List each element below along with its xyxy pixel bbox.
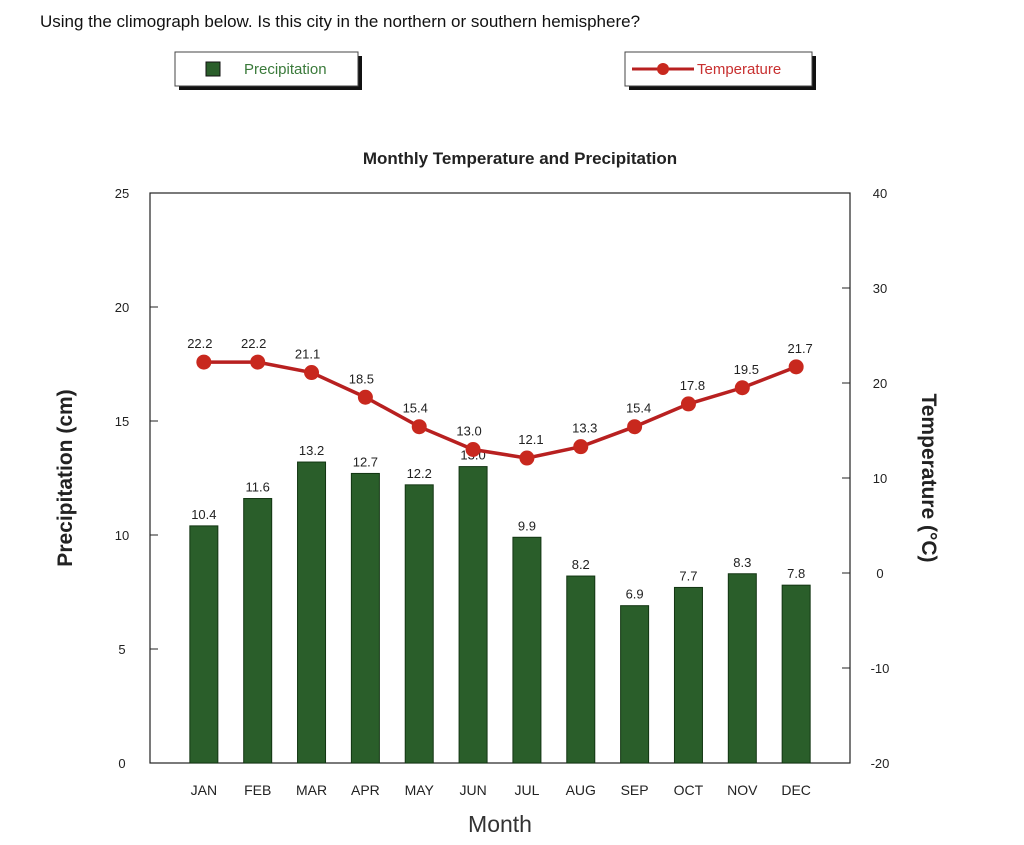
temperature-data-label: 15.4 [403, 401, 428, 416]
precip-data-label: 6.9 [626, 587, 644, 602]
precip-data-label: 9.9 [518, 518, 536, 533]
precip-data-label: 8.2 [572, 557, 590, 572]
precip-bar [781, 584, 811, 764]
x-tick-label: SEP [621, 782, 649, 798]
temperature-data-label: 21.1 [295, 347, 320, 362]
x-tick-label: OCT [674, 782, 704, 798]
precip-data-label: 13.2 [299, 443, 324, 458]
legend-temperature-label: Temperature [697, 61, 781, 78]
left-tick-label: 25 [115, 186, 129, 201]
left-tick-label: 5 [118, 642, 125, 657]
x-tick-label: FEB [244, 782, 271, 798]
precip-data-label: 10.4 [191, 507, 216, 522]
right-tick-label: 0 [876, 566, 883, 581]
precip-data-label: 12.2 [407, 466, 432, 481]
temperature-point [357, 389, 373, 405]
temperature-data-label: 13.0 [456, 424, 481, 439]
question-text: Using the climograph below. Is this city… [40, 12, 641, 31]
temperature-point [304, 365, 320, 381]
precip-bar [566, 575, 596, 764]
right-tick-label: 40 [873, 186, 887, 201]
temperature-data-label: 18.5 [349, 371, 374, 386]
right-tick-label: -10 [871, 661, 890, 676]
temperature-point [411, 419, 427, 435]
right-tick-label: 30 [873, 281, 887, 296]
precip-bar [673, 586, 703, 764]
x-tick-label: JAN [191, 782, 217, 798]
left-tick-label: 15 [115, 414, 129, 429]
chart-title: Monthly Temperature and Precipitation [363, 149, 677, 168]
x-tick-label: JUN [459, 782, 486, 798]
temperature-line [203, 360, 797, 460]
left-tick-label: 0 [118, 756, 125, 771]
left-tick-label: 10 [115, 528, 129, 543]
x-tick-label: AUG [566, 782, 596, 798]
x-tick-label: DEC [781, 782, 811, 798]
y-axis-label-right: Temperature (°C) [917, 393, 940, 562]
temperature-point [465, 442, 481, 457]
precip-data-label: 12.7 [353, 454, 378, 469]
x-tick-label: MAR [296, 782, 327, 798]
x-tick-label: MAY [405, 782, 435, 798]
temperature-data-label: 15.4 [626, 401, 651, 416]
legend-temperature-marker [657, 63, 669, 75]
legend-precipitation: Precipitation [174, 51, 362, 90]
precip-data-label: 7.8 [787, 566, 805, 581]
x-tick-label: NOV [727, 782, 758, 798]
precip-bar [189, 525, 219, 764]
x-axis-label: Month [468, 811, 532, 837]
precip-bar [243, 498, 273, 764]
precip-bar [727, 573, 757, 764]
temperature-point [680, 396, 696, 412]
precip-data-label: 8.3 [733, 555, 751, 570]
legend-precipitation-swatch [205, 61, 221, 77]
precip-bar [620, 605, 650, 764]
precip-bar [350, 472, 380, 764]
legend-precipitation-label: Precipitation [244, 61, 327, 78]
precip-bar [297, 461, 327, 764]
right-tick-label: 20 [873, 376, 887, 391]
temperature-data-label: 17.8 [680, 378, 705, 393]
x-tick-label: JUL [514, 782, 539, 798]
temperature-point [573, 439, 589, 455]
temperature-point [734, 380, 750, 396]
temperature-point [519, 450, 535, 466]
right-tick-label: -20 [871, 756, 890, 771]
temperature-data-label: 19.5 [734, 362, 759, 377]
legend-temperature: Temperature [624, 51, 816, 90]
precip-bar [458, 466, 488, 764]
temperature-point [627, 419, 643, 435]
right-tick-label: 10 [873, 471, 887, 486]
precip-bar [512, 536, 542, 764]
temperature-data-label: 22.2 [187, 336, 212, 351]
left-tick-label: 20 [115, 300, 129, 315]
precip-data-label: 7.7 [679, 568, 697, 583]
precip-bar [404, 484, 434, 764]
y-axis-label-left: Precipitation (cm) [54, 389, 77, 566]
temperature-point [250, 354, 266, 370]
precip-data-label: 11.6 [246, 480, 270, 495]
temperature-data-label: 21.7 [787, 341, 812, 356]
temperature-data-label: 13.3 [572, 421, 597, 436]
temperature-point [196, 354, 212, 370]
temperature-point [788, 359, 804, 375]
temperature-data-label: 12.1 [518, 432, 543, 447]
x-tick-label: APR [351, 782, 380, 798]
temperature-data-label: 22.2 [241, 336, 266, 351]
